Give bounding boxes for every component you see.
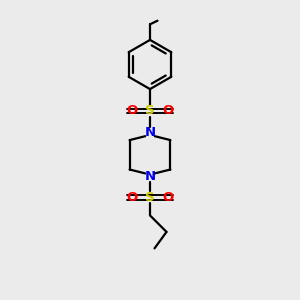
Text: N: N xyxy=(144,170,156,184)
Text: O: O xyxy=(126,191,138,204)
Text: O: O xyxy=(126,104,138,118)
Text: O: O xyxy=(162,191,174,204)
Text: N: N xyxy=(144,126,156,139)
Text: S: S xyxy=(145,191,155,204)
Text: S: S xyxy=(145,104,155,118)
Text: O: O xyxy=(162,104,174,118)
